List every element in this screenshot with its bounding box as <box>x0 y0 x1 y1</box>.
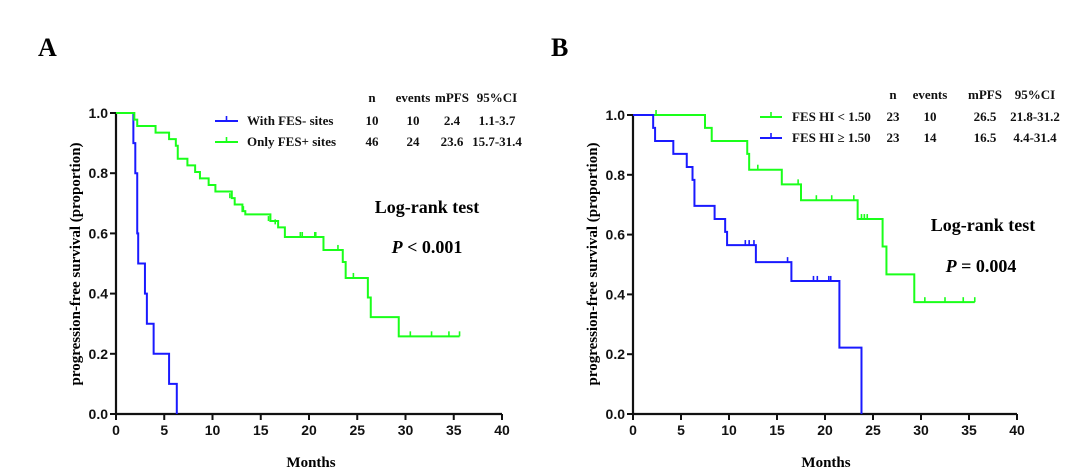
panel-a-label: A <box>38 33 57 62</box>
legend-header-95ci: 95%CI <box>1015 87 1055 102</box>
y-tick-label: 0.4 <box>89 286 109 302</box>
legend-n: 10 <box>366 113 379 128</box>
x-tick-label: 15 <box>769 422 785 438</box>
legend-header-95ci: 95%CI <box>477 90 517 105</box>
legend-mpfs: 26.5 <box>974 109 997 124</box>
panel-a: A Months progression-free survival (prop… <box>38 33 522 471</box>
y-tick-label: 1.0 <box>606 107 626 123</box>
legend-header-mpfs: mPFS <box>968 87 1002 102</box>
x-tick-label: 35 <box>961 422 977 438</box>
legend-header-mpfs: mPFS <box>435 90 469 105</box>
legend-label: With FES- sites <box>247 113 333 128</box>
panel-a-stat-title: Log-rank test <box>375 197 480 217</box>
panel-b: B Months progression-free survival (prop… <box>551 33 1060 471</box>
panel-b-p-value: P = 0.004 <box>945 256 1017 276</box>
x-tick-label: 25 <box>349 422 365 438</box>
legend-n: 23 <box>887 109 901 124</box>
p-symbol: P <box>391 237 404 257</box>
y-tick-label: 0.2 <box>89 346 109 362</box>
panel-a-ylabel: progression-free survival (proportion) <box>68 142 84 385</box>
x-tick-label: 35 <box>446 422 462 438</box>
panel-b-label: B <box>551 33 568 62</box>
legend-header-n: n <box>368 90 376 105</box>
p-rest: < 0.001 <box>403 237 463 257</box>
legend-header-n: n <box>889 87 897 102</box>
legend-label: FES HI ≥ 1.50 <box>792 130 871 145</box>
panel-b-ylabel: progression-free survival (proportion) <box>585 142 601 385</box>
legend-label: Only FES+ sites <box>247 134 336 149</box>
x-tick-label: 0 <box>112 422 120 438</box>
x-tick-label: 5 <box>160 422 168 438</box>
x-tick-label: 10 <box>205 422 221 438</box>
legend-n: 23 <box>887 130 901 145</box>
legend-mpfs: 16.5 <box>974 130 997 145</box>
x-tick-label: 10 <box>721 422 737 438</box>
panel-b-plot: 0 5 10 15 20 25 30 35 40 0.0 0.2 0.4 0.6 0.8 1.0 n event… <box>606 87 1060 438</box>
y-tick-label: 0.8 <box>89 165 109 181</box>
panel-a-p-value: P < 0.001 <box>391 237 463 257</box>
survival-curve-2 <box>633 114 863 414</box>
legend-ci: 21.8-31.2 <box>1010 109 1060 124</box>
p-symbol: P <box>945 256 958 276</box>
survival-curve-2 <box>116 112 460 338</box>
x-tick-label: 40 <box>1009 422 1025 438</box>
x-tick-label: 40 <box>494 422 510 438</box>
y-tick-label: 0.8 <box>606 167 626 183</box>
x-tick-label: 5 <box>677 422 685 438</box>
survival-curve-1 <box>116 112 178 414</box>
y-tick-label: 1.0 <box>89 105 109 121</box>
legend-label: FES HI < 1.50 <box>792 109 871 124</box>
legend-ci: 1.1-3.7 <box>479 113 516 128</box>
legend-header-events: events <box>913 87 948 102</box>
p-rest: = 0.004 <box>957 256 1017 276</box>
x-tick-label: 30 <box>913 422 929 438</box>
legend-events: 14 <box>924 130 938 145</box>
x-tick-label: 20 <box>817 422 833 438</box>
legend-mpfs: 2.4 <box>444 113 461 128</box>
legend-header-events: events <box>396 90 431 105</box>
x-tick-label: 25 <box>865 422 881 438</box>
y-tick-label: 0.4 <box>606 286 626 302</box>
panel-a-xlabel: Months <box>286 455 335 471</box>
legend-events: 24 <box>407 134 421 149</box>
legend-n: 46 <box>366 134 380 149</box>
x-tick-label: 30 <box>398 422 414 438</box>
legend-events: 10 <box>407 113 420 128</box>
y-tick-label: 0.0 <box>606 406 626 422</box>
legend-ci: 15.7-31.4 <box>472 134 522 149</box>
panel-b-stat-title: Log-rank test <box>931 215 1036 235</box>
survival-curve-1 <box>633 114 975 304</box>
x-tick-label: 15 <box>253 422 269 438</box>
legend-ci: 4.4-31.4 <box>1013 130 1057 145</box>
y-tick-label: 0.6 <box>89 225 109 241</box>
y-tick-label: 0.0 <box>89 406 109 422</box>
y-tick-label: 0.6 <box>606 227 626 243</box>
x-tick-label: 20 <box>301 422 317 438</box>
legend-mpfs: 23.6 <box>441 134 464 149</box>
y-tick-label: 0.2 <box>606 346 626 362</box>
panel-b-xlabel: Months <box>801 455 850 471</box>
legend-events: 10 <box>924 109 937 124</box>
x-tick-label: 0 <box>629 422 637 438</box>
panel-a-plot: 0 5 10 15 20 25 30 35 40 0.0 0.2 0.4 0.6 0.8 1.0 n event… <box>89 90 523 438</box>
